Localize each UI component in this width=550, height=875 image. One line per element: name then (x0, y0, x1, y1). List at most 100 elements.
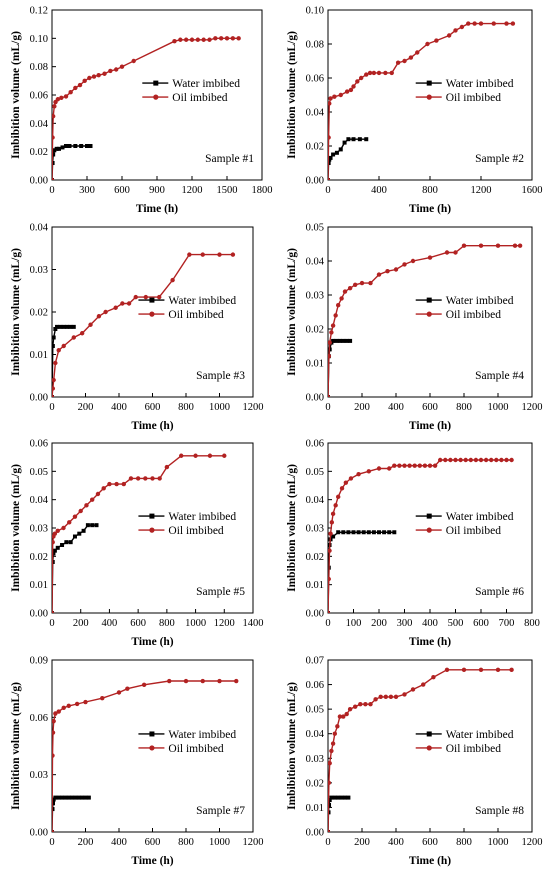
data-point-oil-imbibed (348, 87, 354, 93)
legend-label-water-imbibed: Water imbibed (172, 78, 240, 90)
y-tick-label: 0.01 (306, 580, 324, 591)
data-point-oil-imbibed (499, 457, 504, 463)
x-axis-label: Time (h) (131, 420, 173, 432)
data-point-oil-imbibed (353, 704, 358, 709)
x-tick-label: 200 (73, 618, 89, 629)
data-point-water-imbibed (60, 795, 65, 800)
data-point-oil-imbibed (347, 286, 353, 291)
data-point-water-imbibed (52, 161, 55, 165)
data-point-water-imbibed (334, 150, 339, 155)
x-tick-label: 1500 (217, 185, 238, 196)
data-point-oil-imbibed (63, 94, 69, 99)
legend-marker-water-imbibed (149, 513, 155, 519)
data-point-oil-imbibed (395, 60, 401, 65)
data-point-oil-imbibed (143, 294, 148, 300)
data-point-oil-imbibed (55, 97, 61, 102)
data-point-oil-imbibed (201, 37, 206, 42)
x-tick-label: 1400 (243, 618, 264, 629)
data-point-oil-imbibed (359, 280, 365, 286)
data-point-oil-imbibed (336, 303, 341, 308)
data-point-oil-imbibed (461, 667, 467, 673)
data-point-oil-imbibed (495, 667, 501, 673)
y-tick-label: 0.03 (30, 524, 48, 535)
data-point-oil-imbibed (213, 36, 218, 41)
data-point-oil-imbibed (376, 70, 382, 76)
data-point-water-imbibed (328, 802, 332, 807)
data-point-water-imbibed (52, 807, 55, 812)
sample-label: Sample #3 (196, 370, 245, 382)
sample-label: Sample #2 (475, 153, 524, 165)
y-tick-label: 0.04 (306, 495, 325, 506)
data-point-oil-imbibed (61, 343, 66, 349)
series-group (52, 678, 239, 832)
x-tick-label: 800 (178, 837, 194, 848)
y-tick-label: 0.07 (306, 656, 324, 667)
data-point-oil-imbibed (52, 386, 56, 391)
chart-panel-2: 0 400 800 1200 1600 0.00 0.02 0.04 0.06 0.08 0.10 T… (286, 6, 543, 216)
x-tick-label: 400 (422, 618, 438, 629)
y-tick-label: 0.01 (30, 580, 48, 591)
data-point-oil-imbibed (72, 514, 78, 519)
data-point-water-imbibed (53, 327, 58, 331)
x-tick-label: 800 (456, 837, 472, 848)
x-axis-label: Time (h) (409, 203, 451, 215)
data-point-oil-imbibed (378, 694, 383, 700)
x-tick-label: 800 (524, 618, 540, 629)
y-axis-label: Imbibition volume (mL/g) (286, 31, 298, 159)
data-point-oil-imbibed (79, 331, 85, 336)
data-point-oil-imbibed (183, 678, 189, 684)
legend-marker-oil-imbibed (149, 527, 155, 533)
legend-marker-oil-imbibed (426, 527, 432, 533)
data-point-water-imbibed (56, 795, 61, 800)
x-tick-label: 1000 (488, 837, 509, 848)
data-point-oil-imbibed (348, 476, 354, 481)
data-point-oil-imbibed (478, 243, 484, 248)
data-point-oil-imbibed (114, 481, 119, 487)
data-point-water-imbibed (341, 530, 346, 535)
y-tick-label: 0.12 (30, 6, 48, 17)
legend-label-oil-imbibed: Oil imbibed (446, 525, 502, 537)
data-point-oil-imbibed (55, 528, 60, 534)
data-point-oil-imbibed (120, 301, 125, 306)
data-point-oil-imbibed (200, 678, 205, 684)
data-point-oil-imbibed (355, 79, 360, 84)
y-tick-label: 0.03 (306, 291, 324, 302)
y-tick-label: 0.01 (306, 359, 324, 370)
y-axis-label: Imbibition volume (mL/g) (286, 682, 298, 810)
data-point-oil-imbibed (510, 21, 516, 26)
x-tick-label: 600 (145, 837, 161, 848)
data-point-oil-imbibed (329, 330, 334, 335)
sample-label: Sample #6 (475, 586, 524, 598)
data-point-oil-imbibed (351, 84, 356, 89)
y-tick-label: 0.04 (30, 223, 49, 234)
data-point-oil-imbibed (328, 96, 333, 101)
data-point-oil-imbibed (116, 690, 122, 695)
x-tick-label: 100 (346, 618, 362, 629)
data-point-oil-imbibed (402, 58, 407, 64)
series-group (328, 457, 514, 613)
y-tick-label: 0.05 (306, 467, 324, 478)
data-point-oil-imbibed (59, 95, 64, 101)
x-tick-label: 600 (130, 618, 146, 629)
data-point-water-imbibed (83, 795, 88, 800)
x-axis-label: Time (h) (131, 855, 173, 867)
data-point-oil-imbibed (431, 675, 436, 680)
legend-label-water-imbibed: Water imbibed (446, 78, 514, 90)
data-point-oil-imbibed (61, 525, 66, 531)
data-point-oil-imbibed (74, 701, 80, 707)
y-axis-label: Imbibition volume (mL/g) (286, 248, 298, 376)
legend-label-oil-imbibed: Oil imbibed (446, 309, 502, 321)
data-point-water-imbibed (57, 146, 61, 151)
data-point-oil-imbibed (217, 678, 222, 684)
data-point-oil-imbibed (491, 21, 496, 26)
data-point-oil-imbibed (336, 494, 341, 500)
data-point-oil-imbibed (478, 21, 484, 26)
data-point-oil-imbibed (170, 277, 175, 283)
series-line-water-imbibed (328, 531, 395, 613)
data-point-oil-imbibed (366, 469, 371, 474)
y-tick-label: 0.02 (306, 325, 324, 336)
series-group (52, 36, 241, 180)
data-point-oil-imbibed (230, 252, 236, 257)
data-point-oil-imbibed (410, 258, 416, 264)
x-tick-label: 1000 (209, 837, 230, 848)
